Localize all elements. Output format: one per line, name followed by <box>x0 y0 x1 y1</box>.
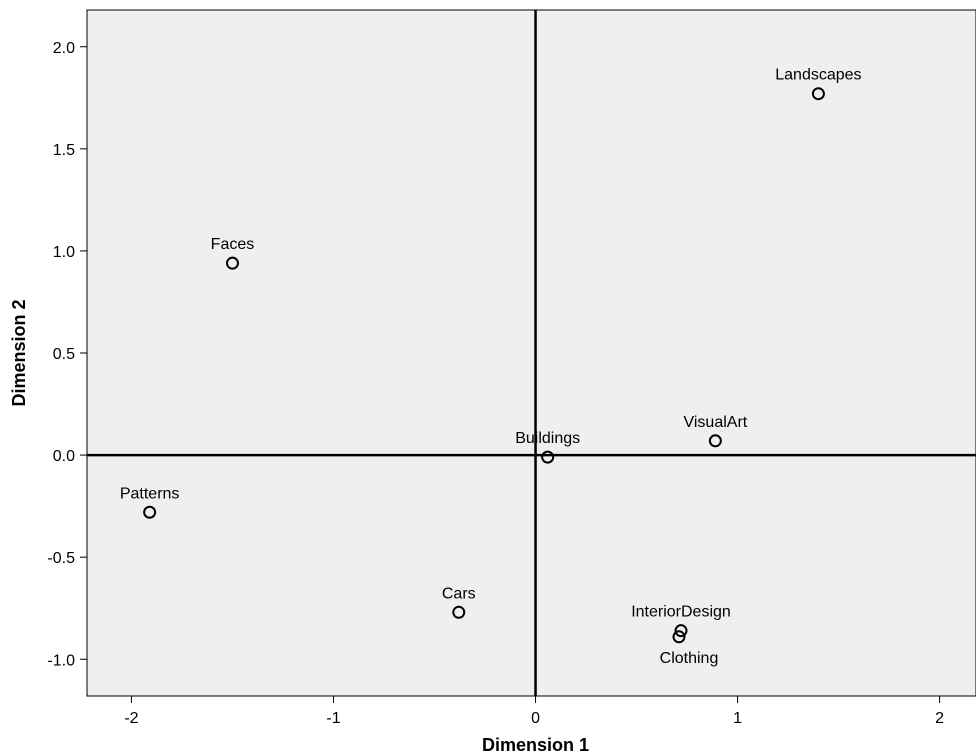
y-tick-label: -1.0 <box>47 652 75 669</box>
point-label: VisualArt <box>683 414 747 431</box>
reference-lines <box>87 10 976 696</box>
x-tick-label: -1 <box>326 710 340 727</box>
y-tick-label: 1.0 <box>53 244 75 261</box>
x-axis: -2 -1 0 1 2 <box>124 696 944 727</box>
point-label: Faces <box>211 236 255 253</box>
point-label: InteriorDesign <box>631 604 731 621</box>
y-tick-label: -0.5 <box>47 550 75 567</box>
data-point <box>225 256 239 270</box>
data-point <box>143 505 157 519</box>
x-tick-label: -2 <box>124 710 138 727</box>
point-label: Clothing <box>660 650 719 667</box>
y-tick-label: 0.5 <box>53 346 75 363</box>
x-tick-label: 0 <box>531 710 540 727</box>
point-label: Buildings <box>515 430 580 447</box>
y-tick-label: 1.5 <box>53 142 75 159</box>
data-point <box>672 630 686 644</box>
point-label: Landscapes <box>775 67 861 84</box>
data-points: Landscapes Faces VisualArt Buildings Pattern… <box>120 67 862 667</box>
data-point <box>452 605 466 619</box>
plot-area <box>86 9 976 697</box>
y-axis: -1.0 -0.5 0.0 0.5 1.0 1.5 2.0 <box>47 40 87 669</box>
data-point <box>541 450 555 464</box>
point-label: Patterns <box>120 485 180 502</box>
point-label: Cars <box>442 585 476 602</box>
x-tick-label: 1 <box>733 710 742 727</box>
data-point <box>674 624 688 638</box>
data-point <box>811 87 825 101</box>
y-tick-label: 0.0 <box>53 448 75 465</box>
x-axis-title: Dimension 1 <box>482 735 589 755</box>
x-tick-label: 2 <box>935 710 944 727</box>
y-tick-label: 2.0 <box>53 40 75 57</box>
y-axis-title: Dimension 2 <box>9 299 29 406</box>
data-point <box>708 434 722 448</box>
